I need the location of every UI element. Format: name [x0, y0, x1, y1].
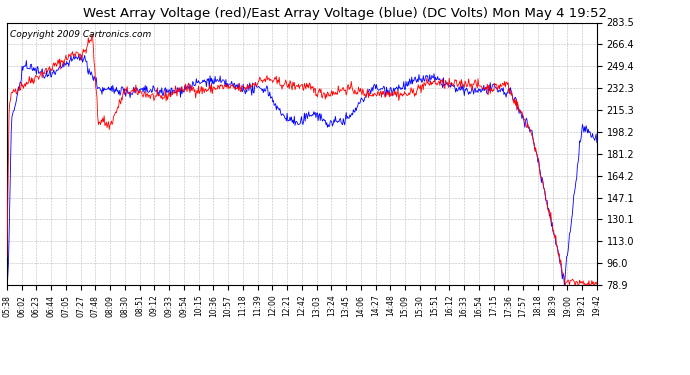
Text: West Array Voltage (red)/East Array Voltage (blue) (DC Volts) Mon May 4 19:52: West Array Voltage (red)/East Array Volt…: [83, 8, 607, 21]
Text: Copyright 2009 Cartronics.com: Copyright 2009 Cartronics.com: [10, 30, 151, 39]
